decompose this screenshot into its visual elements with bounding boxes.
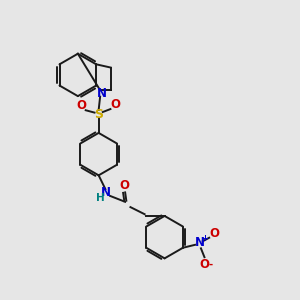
Text: O: O [76, 99, 86, 112]
Text: O: O [120, 179, 130, 192]
Text: O: O [110, 98, 120, 111]
Text: -: - [209, 259, 213, 269]
Text: S: S [94, 108, 103, 121]
Text: O: O [200, 258, 209, 271]
Text: N: N [195, 236, 205, 249]
Text: N: N [97, 87, 106, 100]
Text: H: H [96, 193, 104, 203]
Text: N: N [100, 186, 110, 199]
Text: +: + [201, 234, 208, 243]
Text: O: O [209, 226, 220, 239]
